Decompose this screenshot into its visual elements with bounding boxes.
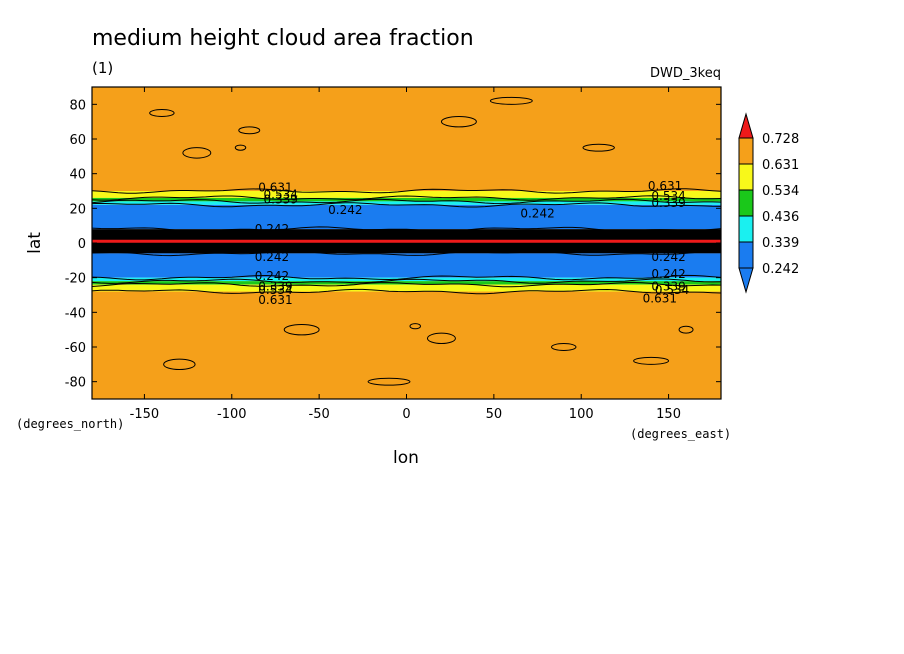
contour-line-4 — [91, 226, 722, 232]
y-axis-ticks: 80 60 40 20 0 -20 -40 -60 -80 — [65, 98, 721, 391]
contour-label-1: 0.534 — [264, 187, 298, 201]
contour-blob-10 — [633, 356, 670, 365]
colorbar-swatch-2 — [738, 163, 754, 191]
band-10 — [92, 291, 721, 399]
band-0 — [92, 87, 721, 191]
x-tick-label-1: -100 — [217, 407, 247, 422]
band-2 — [92, 197, 721, 202]
colorbar-label-5: 0.242 — [762, 262, 799, 277]
contour-blob-5 — [489, 96, 533, 105]
band-8 — [92, 281, 721, 285]
colorbar-legend: 0.728 0.631 0.534 0.436 0.339 0.242 — [738, 112, 799, 294]
contour-label-7: 0.631 — [648, 179, 682, 193]
y-axis-label: lat — [25, 232, 45, 254]
x-tick-label-6: 150 — [656, 407, 681, 422]
contour-blob-12 — [678, 325, 694, 334]
y-tick-label-8: -80 — [65, 376, 86, 391]
contour-label-15: 0.242 — [651, 267, 685, 281]
contour-blob-13 — [234, 144, 247, 151]
colorbar-label-1: 0.631 — [762, 158, 799, 173]
contour-label-0: 0.631 — [258, 181, 292, 195]
y-axis-units: (degrees_north) — [16, 417, 124, 431]
y-tick-label-5: -20 — [65, 272, 86, 287]
colorbar-label-3: 0.436 — [762, 210, 799, 225]
contour-blob-3 — [582, 143, 615, 152]
contour-label-4: 0.242 — [255, 222, 289, 236]
band-6 — [92, 253, 721, 278]
contour-line-1 — [91, 195, 722, 201]
contour-label-11: 0.242 — [255, 269, 289, 283]
contour-label-8: 0.534 — [651, 189, 685, 203]
band-3 — [92, 201, 721, 205]
x-tick-label-4: 50 — [486, 407, 503, 422]
x-axis-ticks: -150 -100 -50 0 50 100 150 — [130, 87, 681, 422]
contour-line-6 — [91, 274, 722, 281]
y-tick-label-7: -60 — [65, 341, 86, 356]
contour-line-9 — [91, 288, 722, 295]
contour-label-14: 0.631 — [258, 293, 292, 307]
contour-label-13: 0.534 — [258, 283, 292, 297]
contour-label-18: 0.631 — [643, 291, 677, 305]
contour-blob-8 — [551, 343, 577, 351]
dataset-label: DWD_3keq — [650, 66, 721, 81]
contour-line-5 — [91, 250, 722, 257]
contour-line-2 — [91, 198, 722, 205]
colorbar-swatch-5 — [738, 241, 754, 269]
x-axis-label: lon — [393, 448, 419, 468]
contour-label-6: 0.242 — [520, 207, 554, 221]
band-4 — [92, 204, 721, 230]
contour-blob-6 — [283, 323, 320, 336]
contour-label-5: 0.242 — [255, 250, 289, 264]
colorbar-swatch-3 — [738, 189, 754, 217]
plot-bands — [92, 87, 721, 399]
contour-blob-1 — [238, 126, 261, 135]
band-1 — [92, 191, 721, 198]
band-9 — [92, 284, 721, 292]
colorbar-label-4: 0.339 — [762, 236, 799, 251]
colorbar-swatch-4 — [738, 215, 754, 243]
y-tick-label-3: 20 — [69, 202, 86, 217]
contour-line-0 — [91, 188, 722, 194]
y-tick-label-1: 60 — [69, 133, 86, 148]
colorbar-label-2: 0.534 — [762, 184, 799, 199]
colorbar-over-arrow — [738, 112, 754, 139]
colorbar-under-arrow — [738, 267, 754, 294]
contour-label-16: 0.339 — [651, 279, 685, 293]
contour-label-2: 0.339 — [264, 193, 298, 207]
contour-line-3 — [91, 202, 722, 208]
contour-label-12: 0.339 — [258, 279, 292, 293]
y-tick-label-2: 40 — [69, 168, 86, 183]
chart-subtitle: (1) — [92, 59, 113, 77]
y-tick-label-6: -40 — [65, 306, 86, 321]
contour-blob-14 — [409, 323, 421, 330]
contour-label-10: 0.242 — [651, 250, 685, 264]
contour-label-3: 0.242 — [328, 203, 362, 217]
contour-blob-4 — [149, 109, 175, 117]
colorbar-label-0: 0.728 — [762, 132, 799, 147]
y-tick-label-4: 0 — [78, 237, 86, 252]
x-tick-label-5: 100 — [569, 407, 594, 422]
x-axis-units: (degrees_east) — [630, 427, 731, 441]
colorbar-swatch-1 — [738, 137, 754, 165]
contour-label-9: 0.339 — [651, 196, 685, 210]
contour-blob-9 — [163, 358, 196, 371]
contour-blob-2 — [440, 115, 477, 128]
contour-line-8 — [91, 281, 722, 288]
x-tick-label-3: 0 — [402, 407, 410, 422]
contour-lines — [91, 96, 722, 386]
y-tick-label-0: 80 — [69, 98, 86, 113]
contour-blob-7 — [426, 332, 456, 345]
contour-line-7 — [91, 278, 722, 284]
x-tick-label-2: -50 — [309, 407, 330, 422]
x-tick-label-0: -150 — [130, 407, 160, 422]
chart-title: medium height cloud area fraction — [92, 26, 474, 51]
contour-labels: 0.6310.5340.3390.2420.2420.2420.2420.631… — [255, 179, 689, 307]
contour-blob-11 — [367, 377, 411, 386]
contour-blob-0 — [182, 147, 212, 159]
contour-label-17: 0.534 — [655, 283, 689, 297]
